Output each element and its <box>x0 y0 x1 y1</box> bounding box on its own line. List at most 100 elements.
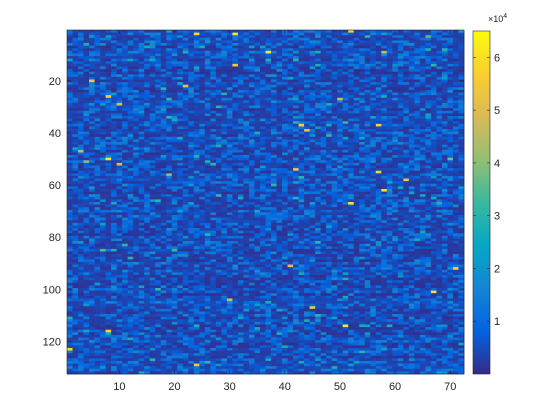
heatmap-cell <box>254 170 261 174</box>
heatmap-cell <box>276 207 283 211</box>
heatmap-cell <box>254 71 261 75</box>
heatmap-cell <box>72 157 79 161</box>
heatmap-cell <box>226 118 233 122</box>
heatmap-cell <box>105 144 112 148</box>
heatmap-cell <box>375 147 382 151</box>
heatmap-cell <box>193 30 200 33</box>
heatmap-cell <box>276 48 283 52</box>
heatmap-cell <box>166 142 173 146</box>
heatmap-cell <box>403 149 410 153</box>
heatmap-cell <box>370 43 377 46</box>
heatmap-cell <box>348 196 355 200</box>
heatmap-cell <box>122 168 129 172</box>
heatmap-cell <box>105 157 112 161</box>
heatmap-cell <box>188 87 195 91</box>
heatmap-cell <box>67 76 73 80</box>
heatmap-cell <box>243 37 250 41</box>
heatmap-cell <box>342 162 349 166</box>
heatmap-cell <box>111 202 117 205</box>
heatmap-cell <box>138 162 145 166</box>
heatmap-cell <box>105 102 112 106</box>
heatmap-cell <box>342 144 349 148</box>
heatmap-cell <box>436 61 443 65</box>
heatmap-cell <box>414 63 421 67</box>
heatmap-cell <box>304 37 310 41</box>
heatmap-cell <box>83 139 90 143</box>
heatmap-cell <box>458 37 465 41</box>
heatmap-cell <box>89 202 95 205</box>
heatmap-cell <box>337 56 344 60</box>
heatmap-cell <box>105 105 112 109</box>
heatmap-cell <box>309 66 316 70</box>
heatmap-cell <box>94 40 101 44</box>
heatmap-cell <box>138 199 145 203</box>
heatmap-cell <box>408 191 415 195</box>
heatmap-cell <box>271 32 277 36</box>
heatmap-cell <box>315 196 321 200</box>
heatmap-cell <box>419 50 426 54</box>
heatmap-cell <box>155 202 162 205</box>
heatmap-cell <box>342 48 349 52</box>
heatmap-cell <box>282 134 288 138</box>
heatmap-cell <box>237 32 244 36</box>
heatmap-cell <box>105 110 112 114</box>
heatmap-cell <box>237 63 244 67</box>
heatmap-cell <box>452 142 459 146</box>
heatmap-cell <box>127 48 134 52</box>
heatmap-cell <box>177 53 184 57</box>
heatmap-cell <box>436 84 443 88</box>
heatmap-cell <box>171 188 178 192</box>
heatmap-cell <box>155 37 162 41</box>
heatmap-cell <box>254 61 261 65</box>
heatmap-cell <box>144 95 151 99</box>
heatmap-cell <box>237 43 244 46</box>
heatmap-cell <box>171 74 178 78</box>
heatmap-cell <box>331 152 338 156</box>
heatmap-cell <box>452 71 459 75</box>
heatmap-cell <box>375 108 382 112</box>
heatmap-cell <box>232 48 239 52</box>
heatmap-cell <box>232 53 239 57</box>
heatmap-cell <box>144 181 151 185</box>
heatmap-cell <box>78 149 84 153</box>
heatmap-cell <box>155 162 162 166</box>
heatmap-cell <box>193 191 200 195</box>
heatmap-cell <box>359 152 366 156</box>
heatmap-cell <box>315 121 321 125</box>
heatmap-cell <box>331 82 338 86</box>
heatmap-cell <box>331 170 338 174</box>
heatmap-cell <box>83 116 90 119</box>
heatmap-cell <box>122 123 129 127</box>
heatmap-cell <box>72 35 79 39</box>
heatmap-cell <box>392 37 399 41</box>
heatmap-cell <box>414 186 421 190</box>
heatmap-cell <box>436 56 443 60</box>
heatmap-cell <box>419 129 426 132</box>
heatmap-cell <box>386 149 393 153</box>
heatmap-cell <box>414 66 421 70</box>
heatmap-cell <box>298 76 305 80</box>
heatmap-cell <box>221 134 228 138</box>
heatmap-cell <box>315 30 321 33</box>
heatmap-cell <box>293 84 299 88</box>
heatmap-cell <box>116 188 123 192</box>
heatmap-cell <box>452 102 459 106</box>
heatmap-cell <box>331 178 338 182</box>
heatmap-cell <box>155 58 162 62</box>
heatmap-cell <box>436 66 443 70</box>
heatmap-cell <box>116 181 123 185</box>
heatmap-cell <box>282 165 288 169</box>
heatmap-cell <box>72 123 79 127</box>
heatmap-cell <box>386 136 393 140</box>
heatmap-cell <box>326 188 333 192</box>
heatmap-cell <box>204 69 211 73</box>
heatmap-cell <box>199 61 206 65</box>
heatmap-cell <box>271 50 277 54</box>
heatmap-cell <box>226 147 233 151</box>
heatmap-cell <box>364 40 371 44</box>
heatmap-cell <box>254 118 261 122</box>
heatmap-cell <box>441 186 448 190</box>
heatmap-cell <box>78 126 84 130</box>
heatmap-cell <box>315 100 321 104</box>
heatmap-cell <box>144 56 151 60</box>
